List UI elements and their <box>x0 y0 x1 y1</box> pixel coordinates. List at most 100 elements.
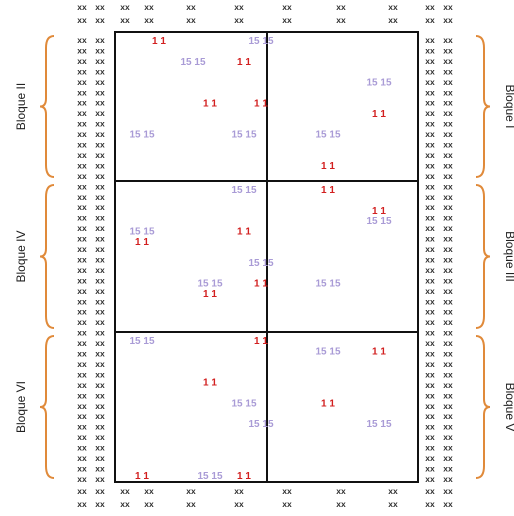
filler-xx: xx <box>120 2 130 12</box>
filler-xx: xx <box>77 275 87 285</box>
filler-xx: xx <box>95 2 105 12</box>
filler-xx: xx <box>388 15 398 25</box>
filler-xx: xx <box>443 150 453 160</box>
filler-xx: xx <box>443 296 453 306</box>
filler-xx: xx <box>120 499 130 509</box>
filler-xx: xx <box>443 432 453 442</box>
filler-xx: xx <box>425 223 435 233</box>
filler-xx: xx <box>77 254 87 264</box>
marker-1-1: 1 1 <box>321 185 335 196</box>
filler-xx: xx <box>95 181 105 191</box>
filler-xx: xx <box>443 265 453 275</box>
filler-xx: xx <box>77 244 87 254</box>
filler-xx: xx <box>77 474 87 484</box>
filler-xx: xx <box>443 275 453 285</box>
filler-xx: xx <box>443 15 453 25</box>
filler-xx: xx <box>443 411 453 421</box>
filler-xx: xx <box>95 499 105 509</box>
filler-xx: xx <box>95 234 105 244</box>
filler-xx: xx <box>425 181 435 191</box>
filler-xx: xx <box>77 140 87 150</box>
filler-xx: xx <box>425 401 435 411</box>
filler-xx: xx <box>443 87 453 97</box>
filler-xx: xx <box>95 213 105 223</box>
filler-xx: xx <box>95 150 105 160</box>
filler-xx: xx <box>77 223 87 233</box>
filler-xx: xx <box>425 108 435 118</box>
block-label: Bloque V <box>503 383 514 432</box>
filler-xx: xx <box>425 98 435 108</box>
marker-15-15: 15 15 <box>180 57 205 68</box>
marker-1-1: 1 1 <box>152 36 166 47</box>
filler-xx: xx <box>425 192 435 202</box>
filler-xx: xx <box>95 317 105 327</box>
block-label: Bloque IV <box>14 230 28 282</box>
filler-xx: xx <box>425 2 435 12</box>
marker-1-1: 1 1 <box>203 378 217 389</box>
filler-xx: xx <box>443 499 453 509</box>
marker-1-1: 1 1 <box>254 336 268 347</box>
block-label: Bloque VI <box>14 381 28 433</box>
filler-xx: xx <box>95 119 105 129</box>
filler-xx: xx <box>443 286 453 296</box>
filler-xx: xx <box>443 35 453 45</box>
filler-xx: xx <box>95 349 105 359</box>
filler-xx: xx <box>425 77 435 87</box>
filler-xx: xx <box>425 286 435 296</box>
filler-xx: xx <box>443 98 453 108</box>
filler-xx: xx <box>120 486 130 496</box>
filler-xx: xx <box>77 463 87 473</box>
filler-xx: xx <box>425 486 435 496</box>
filler-xx: xx <box>95 35 105 45</box>
filler-xx: xx <box>77 486 87 496</box>
filler-xx: xx <box>77 192 87 202</box>
filler-xx: xx <box>443 380 453 390</box>
filler-xx: xx <box>443 338 453 348</box>
filler-xx: xx <box>443 486 453 496</box>
filler-xx: xx <box>425 119 435 129</box>
marker-1-1: 1 1 <box>321 398 335 409</box>
filler-xx: xx <box>120 15 130 25</box>
filler-xx: xx <box>425 56 435 66</box>
filler-xx: xx <box>95 192 105 202</box>
filler-xx: xx <box>77 380 87 390</box>
marker-1-1: 1 1 <box>372 346 386 357</box>
filler-xx: xx <box>77 129 87 139</box>
filler-xx: xx <box>425 349 435 359</box>
filler-xx: xx <box>77 15 87 25</box>
filler-xx: xx <box>425 317 435 327</box>
filler-xx: xx <box>282 499 292 509</box>
filler-xx: xx <box>77 499 87 509</box>
filler-xx: xx <box>95 56 105 66</box>
filler-xx: xx <box>95 411 105 421</box>
filler-xx: xx <box>77 2 87 12</box>
filler-xx: xx <box>95 432 105 442</box>
filler-xx: xx <box>95 66 105 76</box>
filler-xx: xx <box>144 15 154 25</box>
marker-15-15: 15 15 <box>129 336 154 347</box>
filler-xx: xx <box>95 202 105 212</box>
block-brace <box>475 335 491 479</box>
filler-xx: xx <box>443 474 453 484</box>
marker-1-1: 1 1 <box>135 237 149 248</box>
marker-15-15: 15 15 <box>366 78 391 89</box>
filler-xx: xx <box>443 234 453 244</box>
filler-xx: xx <box>95 77 105 87</box>
filler-xx: xx <box>77 160 87 170</box>
filler-xx: xx <box>77 171 87 181</box>
block-label: Bloque III <box>503 231 514 282</box>
filler-xx: xx <box>77 35 87 45</box>
filler-xx: xx <box>77 317 87 327</box>
filler-xx: xx <box>425 275 435 285</box>
marker-15-15: 15 15 <box>231 185 256 196</box>
marker-15-15: 15 15 <box>248 258 273 269</box>
filler-xx: xx <box>95 359 105 369</box>
filler-xx: xx <box>95 369 105 379</box>
filler-xx: xx <box>95 244 105 254</box>
marker-1-1: 1 1 <box>321 161 335 172</box>
marker-15-15: 15 15 <box>129 227 154 238</box>
filler-xx: xx <box>443 463 453 473</box>
filler-xx: xx <box>95 328 105 338</box>
filler-xx: xx <box>95 160 105 170</box>
